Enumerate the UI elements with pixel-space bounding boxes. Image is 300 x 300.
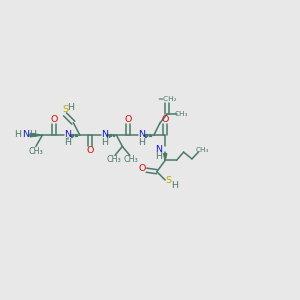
Text: S: S xyxy=(166,176,172,185)
Text: H: H xyxy=(155,152,162,161)
Text: O: O xyxy=(139,164,146,172)
Text: O: O xyxy=(161,115,169,124)
Text: H: H xyxy=(14,130,21,139)
Text: H: H xyxy=(171,181,178,190)
Text: O: O xyxy=(87,146,94,155)
Text: H: H xyxy=(139,138,145,147)
Text: =CH₂: =CH₂ xyxy=(158,96,177,102)
Text: CH₃: CH₃ xyxy=(196,147,209,153)
Text: CH₃: CH₃ xyxy=(175,111,188,117)
Text: N: N xyxy=(22,130,29,139)
Text: N: N xyxy=(101,130,108,139)
Text: H: H xyxy=(64,138,71,147)
Text: S: S xyxy=(62,105,68,114)
Text: O: O xyxy=(50,115,57,124)
Text: N: N xyxy=(139,130,145,139)
Text: O: O xyxy=(124,115,131,124)
Text: H: H xyxy=(68,103,74,112)
Text: H: H xyxy=(101,138,108,147)
Text: CH₃: CH₃ xyxy=(123,155,138,164)
Text: N: N xyxy=(64,130,71,139)
Text: N: N xyxy=(155,145,162,154)
Polygon shape xyxy=(164,154,167,160)
Polygon shape xyxy=(30,134,42,137)
Text: H: H xyxy=(29,130,36,139)
Text: CH₃: CH₃ xyxy=(107,155,122,164)
Text: CH₃: CH₃ xyxy=(28,147,43,156)
